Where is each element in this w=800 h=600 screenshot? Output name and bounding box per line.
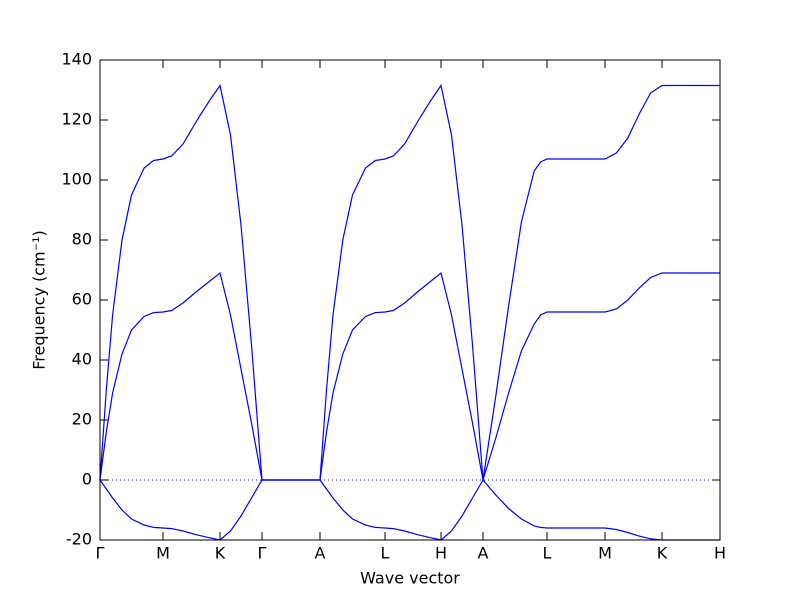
y-tick-label: 60 <box>72 290 92 309</box>
y-tick-label: 120 <box>61 110 92 129</box>
y-tick-label: 40 <box>72 350 92 369</box>
x-tick-label: H <box>435 544 447 563</box>
x-tick-label: Γ <box>96 544 105 563</box>
x-tick-label: A <box>315 544 326 563</box>
y-axis-label: Frequency (cm⁻¹) <box>30 230 49 369</box>
x-tick-label: K <box>657 544 668 563</box>
x-tick-label: K <box>215 544 226 563</box>
x-tick-label: A <box>478 544 489 563</box>
y-tick-label: 80 <box>72 230 92 249</box>
x-tick-label: Γ <box>258 544 267 563</box>
band-line <box>99 478 720 541</box>
x-tick-label: L <box>543 544 552 563</box>
band-line <box>99 83 720 481</box>
x-tick-label: M <box>156 544 170 563</box>
x-tick-label: H <box>714 544 726 563</box>
x-axis-label: Wave vector <box>360 569 460 588</box>
y-tick-label: 0 <box>82 470 92 489</box>
y-tick-label: 140 <box>61 50 92 69</box>
y-tick-label: 20 <box>72 410 92 429</box>
y-tick-label: -20 <box>66 530 92 549</box>
band-line <box>99 271 720 481</box>
x-tick-label: M <box>598 544 612 563</box>
y-tick-label: 100 <box>61 170 92 189</box>
x-tick-label: L <box>381 544 390 563</box>
